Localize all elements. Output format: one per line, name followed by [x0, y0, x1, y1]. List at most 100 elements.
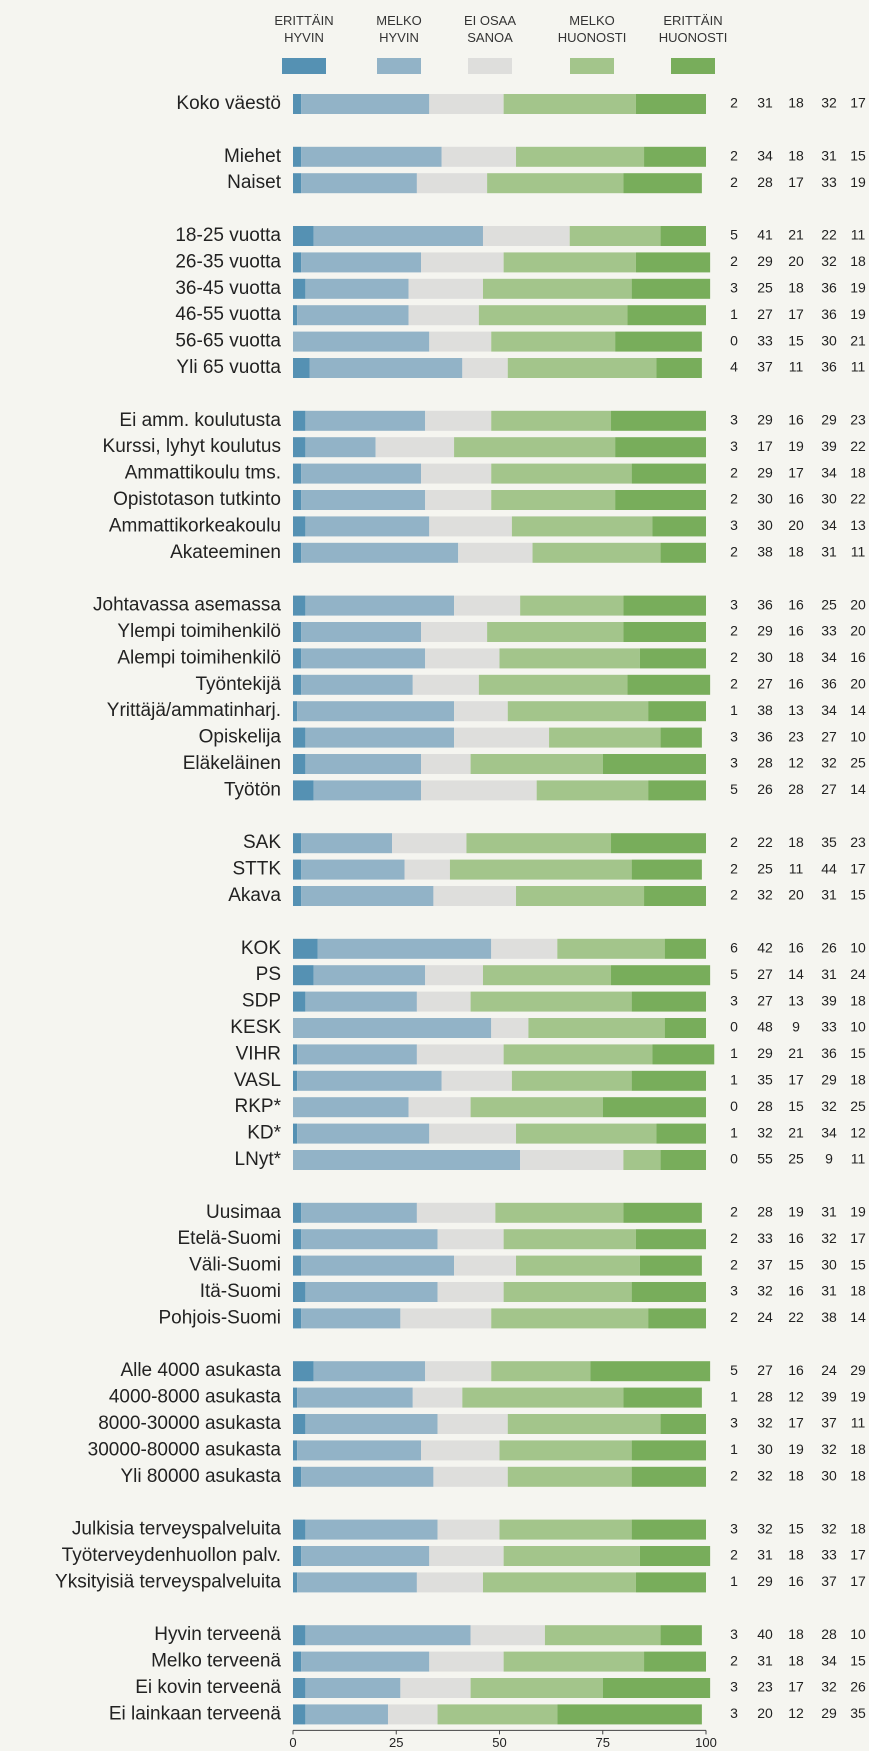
value-label: 15: [788, 332, 804, 348]
bar-segment: [313, 965, 426, 986]
value-label: 1: [730, 702, 738, 718]
value-label: 10: [850, 940, 866, 956]
bar-segment: [507, 1466, 632, 1487]
bar-segment: [635, 94, 706, 114]
bar-segment: [602, 1678, 711, 1698]
bar-segment: [293, 305, 298, 326]
bar-segment: [602, 754, 706, 774]
bar-segment: [516, 146, 645, 167]
value-label: 28: [757, 755, 773, 771]
bar-segment: [503, 1229, 636, 1250]
value-label: 29: [757, 412, 773, 428]
bar-segment: [429, 1651, 504, 1672]
value-label: 21: [850, 332, 866, 348]
value-label: 20: [788, 517, 804, 533]
value-label: 17: [850, 1547, 866, 1563]
bar-segment: [482, 278, 632, 299]
category-label: Yrittäjä/ammatinharj.: [107, 700, 281, 721]
value-label: 25: [757, 280, 773, 296]
value-label: 3: [730, 1679, 738, 1695]
bar-segment: [631, 1282, 706, 1302]
value-label: 28: [757, 1204, 773, 1220]
value-label: 31: [821, 1204, 837, 1220]
bar-segment: [611, 833, 706, 854]
bar-segment: [301, 1229, 438, 1250]
bar-segment: [491, 490, 616, 510]
bar-segment: [293, 674, 302, 695]
bar-segment: [293, 331, 430, 352]
category-label: Johtavassa asemassa: [93, 595, 281, 616]
value-label: 12: [788, 755, 804, 771]
value-label: 19: [788, 1441, 804, 1457]
bar-segment: [293, 1229, 302, 1250]
bar-segment: [425, 410, 492, 431]
category-label: VIHR: [236, 1043, 281, 1064]
bar-segment: [313, 1361, 426, 1382]
value-label: 32: [757, 1468, 773, 1484]
bar-segment: [491, 1308, 649, 1329]
value-label: 3: [730, 438, 738, 454]
bar-segment: [301, 648, 426, 669]
value-label: 25: [821, 596, 837, 612]
value-label: 17: [850, 95, 866, 111]
value-label: 39: [821, 992, 837, 1008]
category-label: 36-45 vuotta: [175, 278, 281, 299]
value-label: 1: [730, 1441, 738, 1457]
value-label: 3: [730, 517, 738, 533]
value-label: 28: [757, 1388, 773, 1404]
bar-segment: [375, 437, 455, 458]
bar-segment: [499, 1440, 632, 1461]
bar-segment: [301, 1546, 430, 1566]
value-label: 11: [851, 544, 866, 560]
value-label: 6: [730, 940, 738, 956]
value-label: 15: [788, 1520, 804, 1536]
value-label: 22: [850, 438, 866, 454]
bar-segment: [437, 1519, 500, 1540]
bar-segment: [301, 886, 434, 906]
value-label: 19: [788, 1204, 804, 1220]
value-label: 18: [850, 1468, 866, 1484]
value-label: 30: [821, 1256, 837, 1272]
category-label: Pohjois-Suomi: [159, 1307, 282, 1328]
value-label: 32: [757, 887, 773, 903]
bar-segment: [305, 1678, 401, 1698]
category-label: Yksityisiä terveyspalveluita: [55, 1571, 281, 1592]
x-tick-label: 25: [389, 1735, 403, 1750]
bar-segment: [631, 991, 706, 1012]
value-label: 23: [757, 1679, 773, 1695]
value-label: 18: [788, 1547, 804, 1563]
bar-segment: [297, 1123, 430, 1144]
bar-segment: [293, 173, 302, 194]
value-label: 34: [821, 1652, 837, 1668]
value-label: 9: [825, 1151, 833, 1167]
bar-segment: [301, 1308, 401, 1329]
value-label: 28: [757, 1098, 773, 1114]
bar-segment: [421, 1440, 500, 1461]
bar-segment: [297, 1044, 417, 1065]
category-label: Työterveydenhuollon palv.: [62, 1545, 281, 1566]
value-label: 27: [821, 781, 837, 797]
value-label: 18: [850, 1283, 866, 1299]
value-label: 31: [821, 544, 837, 560]
bar-segment: [503, 252, 636, 273]
bar-segment: [611, 965, 711, 986]
value-label: 14: [788, 966, 804, 982]
bar-segment: [639, 648, 706, 669]
value-label: 33: [757, 1230, 773, 1246]
value-label: 22: [821, 227, 837, 243]
bar-segment: [491, 1361, 591, 1382]
value-label: 15: [788, 1256, 804, 1272]
category-label: Ylempi toimihenkilö: [117, 621, 281, 642]
bar-segment: [549, 727, 661, 748]
bar-segment: [433, 886, 517, 906]
value-label: 29: [757, 1573, 773, 1589]
bar-segment: [557, 1704, 702, 1725]
value-label: 27: [757, 966, 773, 982]
x-tick-label: 50: [492, 1735, 506, 1750]
value-label: 38: [757, 544, 773, 560]
bar-segment: [544, 1625, 661, 1646]
category-label: Kurssi, lyhyt koulutus: [103, 436, 281, 457]
value-label: 22: [850, 491, 866, 507]
legend-label: EI OSAA SANOA: [463, 13, 517, 45]
bar-segment: [416, 173, 488, 194]
